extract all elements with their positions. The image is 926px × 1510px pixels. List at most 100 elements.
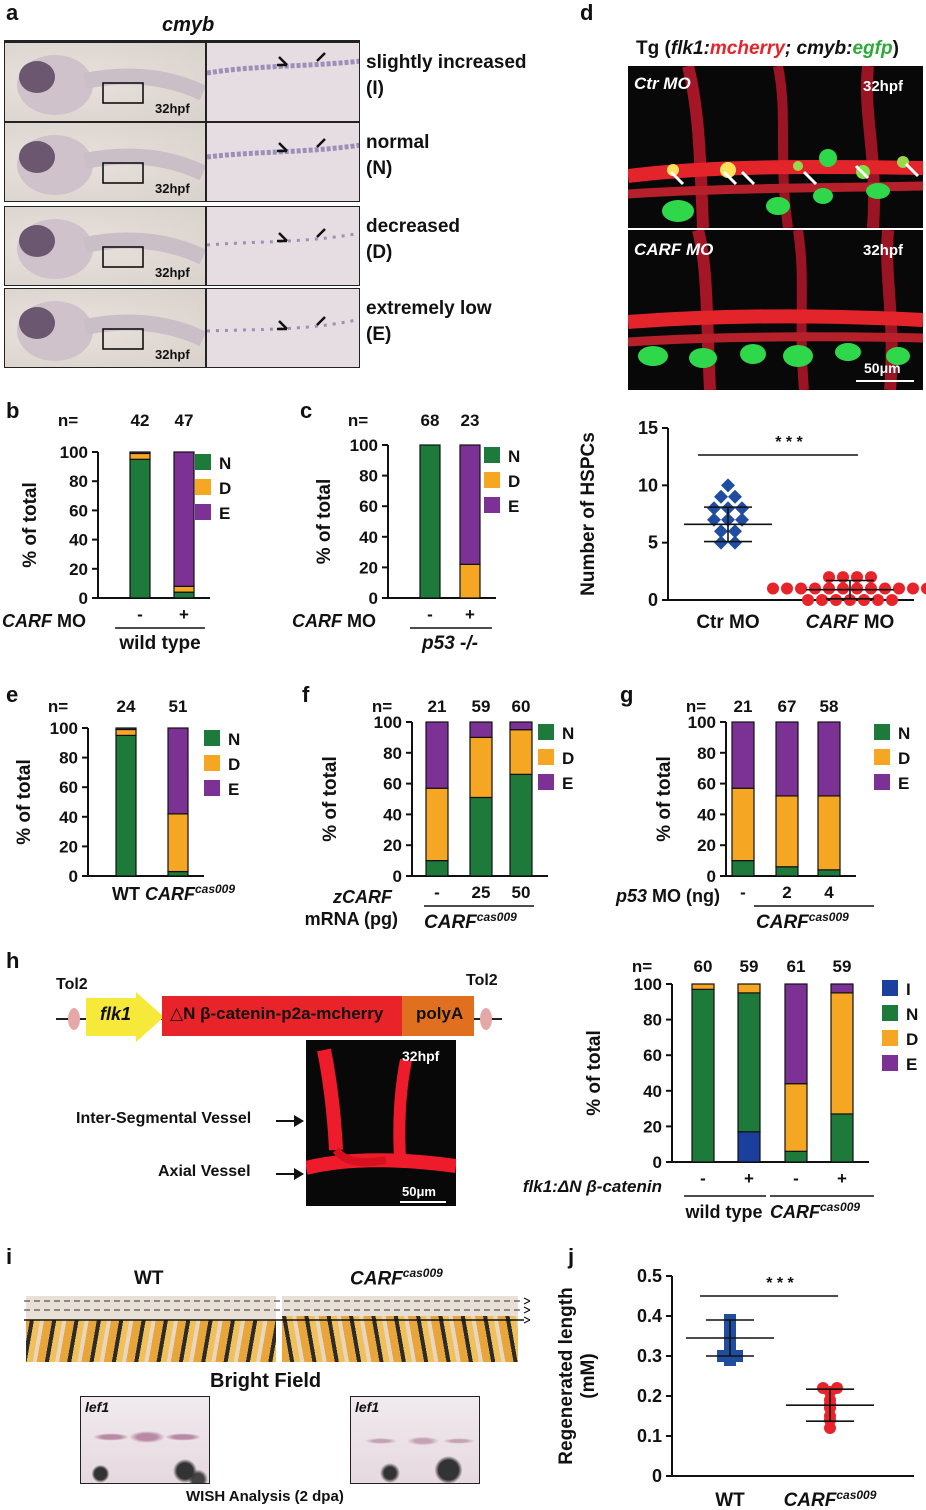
panel-d-ctr-vessels xyxy=(628,66,923,228)
legend-swatch-E xyxy=(874,774,890,790)
group-sup: cas009 xyxy=(477,910,517,924)
n-value: 21 xyxy=(734,697,753,716)
bar-segment-E xyxy=(817,721,841,797)
bar-segment-N xyxy=(775,866,799,877)
n-label: n= xyxy=(686,697,706,716)
panel-j-letter: j xyxy=(567,1244,574,1269)
tol2-right-label: Tol2 xyxy=(466,972,498,989)
y-tick-label: 20 xyxy=(59,837,78,856)
legend-label-N: N xyxy=(228,730,240,749)
data-point xyxy=(872,594,884,606)
y-tick-label: 60 xyxy=(383,775,402,794)
n-value: 60 xyxy=(694,957,713,976)
y-tick-label: 40 xyxy=(59,808,78,827)
axial-arrow-head xyxy=(294,1168,304,1180)
y-tick-label: 80 xyxy=(359,467,378,486)
n-value: 51 xyxy=(169,697,188,716)
bar-segment-N xyxy=(731,859,755,877)
panel-a-zoom-drawing xyxy=(207,316,359,333)
bar-segment-I xyxy=(737,1131,761,1163)
data-point xyxy=(767,582,779,595)
panel-a-row-label: extremely low xyxy=(366,298,492,319)
x-label-line1: zCARF xyxy=(332,887,393,907)
bar-segment-E xyxy=(167,727,189,815)
data-point xyxy=(735,501,749,516)
y-tick-label: 0.5 xyxy=(637,1266,662,1286)
y-tick-label: 40 xyxy=(383,805,402,824)
bar-segment-E xyxy=(173,451,195,587)
data-point xyxy=(865,582,877,595)
y-tick-label: 10 xyxy=(638,475,658,495)
panel-d-carf-label: CARF MO xyxy=(634,240,714,259)
category-label: - xyxy=(427,605,433,624)
group-label: CARFcas009 xyxy=(756,910,849,933)
panel-d-carf-image: CARF MO 32hpf 50μm xyxy=(628,230,923,390)
y-axis-label: % of total xyxy=(314,479,335,565)
panel-a-embryo-drawing xyxy=(17,219,205,279)
polya-label: polyA xyxy=(416,1004,464,1023)
panel-d-title: Tg (flk1:mcherry; cmyb:egfp) xyxy=(636,38,899,60)
panel-i-cut-lines xyxy=(24,1297,531,1324)
tol2-right-site xyxy=(480,1008,492,1030)
tol2-left-label: Tol2 xyxy=(56,976,88,993)
group-label: p53 -/- xyxy=(421,633,478,654)
panel-a-row-code: (I) xyxy=(366,78,384,99)
flk1-promoter-arrow xyxy=(86,992,164,1042)
panel-i-wt-fin xyxy=(26,1296,276,1362)
group-label-2: CARFcas009 xyxy=(770,1200,860,1222)
y-tick-label: 0.3 xyxy=(637,1346,662,1366)
legend-swatch-D xyxy=(882,1030,898,1046)
data-point xyxy=(714,524,728,539)
panel-h-letter: h xyxy=(0,0,13,5)
y-tick-label: 20 xyxy=(359,558,378,577)
x-label-suffix: MO (ng) xyxy=(647,886,720,906)
panel-a-stage: 32hpf xyxy=(155,101,190,116)
bar-segment-D xyxy=(115,728,137,736)
legend-swatch-D xyxy=(538,749,554,765)
panel-a-embryo-3: 32hpf xyxy=(4,206,206,286)
y-axis-label-line1: Regenerated length xyxy=(556,1287,577,1464)
n-value: 21 xyxy=(428,697,447,716)
y-tick-label: 60 xyxy=(69,501,88,520)
n-value: 61 xyxy=(787,957,806,976)
legend-swatch-N xyxy=(874,724,890,740)
panel-d-title-sep: ; xyxy=(784,38,797,59)
panel-a-title-rule xyxy=(4,40,360,42)
y-tick-label: 0 xyxy=(79,589,88,608)
legend-swatch-D xyxy=(874,749,890,765)
panel-d2-chart: 0 5 10 15 Number of HSPCs Ctr MO CARF MO * * * xyxy=(578,418,926,633)
n-value: 42 xyxy=(131,411,150,430)
bar-segment-D xyxy=(737,983,761,994)
panel-a-stage: 32hpf xyxy=(155,265,190,280)
y-tick-label: 40 xyxy=(69,531,88,550)
data-point xyxy=(795,582,807,595)
y-tick-label: 20 xyxy=(697,836,716,855)
x-label-line2: mRNA (pg) xyxy=(305,909,398,929)
y-tick-label: 20 xyxy=(383,836,402,855)
data-point xyxy=(921,582,926,595)
polya-box xyxy=(402,996,474,1036)
panel-a-embryo-2: 32hpf xyxy=(4,122,206,202)
bar-segment-N xyxy=(830,1113,854,1163)
category-label-suffix: MO xyxy=(858,612,894,633)
category-sup: cas009 xyxy=(836,1488,876,1502)
panel-d-ctr-label: Ctr MO xyxy=(634,74,691,93)
category-label: + xyxy=(837,1169,847,1188)
panel-a-stage: 32hpf xyxy=(155,181,190,196)
legend-swatch-E xyxy=(484,497,500,513)
y-tick-label: 0 xyxy=(653,1153,662,1172)
bar-segment-N xyxy=(167,870,189,877)
axial-label: Axial Vessel xyxy=(158,1163,251,1180)
category-label: CARFcas009 xyxy=(784,1488,877,1510)
panel-a-gene-title: cmyb xyxy=(162,14,215,36)
y-tick-label: 100 xyxy=(634,975,662,994)
panel-a-embryo-drawing xyxy=(17,55,205,115)
group-label: CARFcas009 xyxy=(424,910,517,933)
insert-box xyxy=(162,996,402,1036)
category-label: Ctr MO xyxy=(696,612,759,633)
panel-i-mut-lef1: lef1 xyxy=(355,1399,380,1415)
category-label: - xyxy=(740,883,746,902)
panel-a-embryo-drawing xyxy=(17,135,205,195)
bar-segment-N xyxy=(509,773,533,877)
panel-e-letter: e xyxy=(6,682,18,707)
